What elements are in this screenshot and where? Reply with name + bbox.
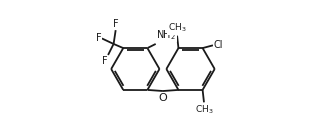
Text: F: F [113,19,118,29]
Text: O: O [158,92,167,103]
Text: CH$_3$: CH$_3$ [195,104,213,116]
Text: F: F [102,56,107,66]
Text: Cl: Cl [214,40,223,50]
Text: CH$_3$: CH$_3$ [168,22,186,34]
Text: NH$_2$: NH$_2$ [156,28,176,42]
Text: F: F [96,33,101,43]
